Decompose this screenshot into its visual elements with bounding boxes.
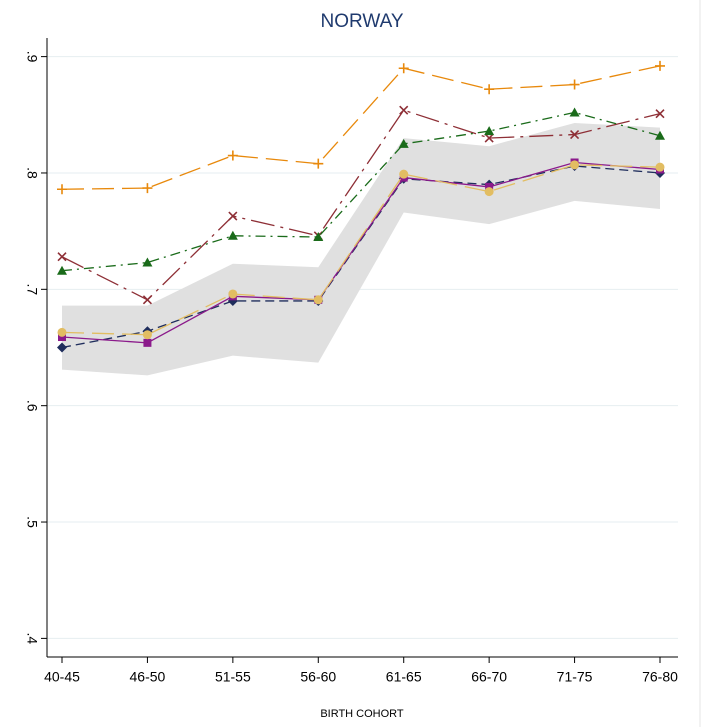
series-line [61,111,661,272]
marker [58,333,66,342]
series-line [61,161,661,344]
marker [398,63,409,74]
x-tick-label: 46-50 [130,669,166,685]
marker [227,150,238,161]
marker [655,109,665,119]
marker [313,295,323,305]
marker [569,107,580,117]
series-line [61,165,661,349]
confidence-band [62,122,660,376]
marker [57,252,67,262]
marker [399,105,409,115]
marker [57,265,67,275]
x-tick-label: 61-65 [386,669,422,685]
x-tick-label: 56-60 [300,669,336,685]
marker [57,342,67,353]
marker [484,84,495,95]
marker [485,182,494,191]
marker [399,169,409,179]
marker [570,160,580,170]
marker [655,60,665,71]
marker [228,289,238,299]
x-tick-label: 66-70 [471,669,507,685]
y-tick-label: .6 [24,400,40,412]
x-tick-label: 51-55 [215,669,251,685]
chart-title: NORWAY [320,11,403,32]
marker [142,330,152,340]
marker [484,187,494,197]
marker [655,162,665,172]
x-tick-label: 40-45 [44,669,80,685]
marker [484,133,494,143]
marker [313,231,324,241]
x-axis-label: BIRTH COHORT [320,708,404,720]
marker [313,158,324,169]
series-line [61,65,661,190]
series-line [61,109,661,301]
y-tick-label: .5 [24,516,40,528]
y-tick-label: .8 [24,167,40,179]
y-tick-label: .9 [24,51,40,63]
marker [569,79,580,90]
marker [143,338,152,347]
marker [57,184,67,195]
marker [57,327,67,337]
marker [484,126,495,136]
marker [227,230,238,240]
series-line [61,164,661,336]
y-tick-label: .4 [24,633,40,645]
marker [570,130,580,140]
y-tick-label: .7 [24,283,40,295]
x-tick-label: 76-80 [642,669,678,685]
marker [655,130,665,140]
x-tick-label: 71-75 [557,669,593,685]
marker [398,138,409,148]
marker [228,211,238,221]
marker [142,295,152,305]
marker [142,257,153,267]
marker [142,183,153,194]
